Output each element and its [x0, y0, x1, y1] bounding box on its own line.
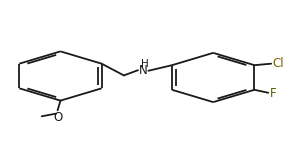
Text: N: N [139, 64, 148, 77]
Text: O: O [53, 111, 62, 124]
Text: F: F [269, 87, 276, 100]
Text: H: H [141, 59, 148, 69]
Text: Cl: Cl [273, 57, 284, 70]
